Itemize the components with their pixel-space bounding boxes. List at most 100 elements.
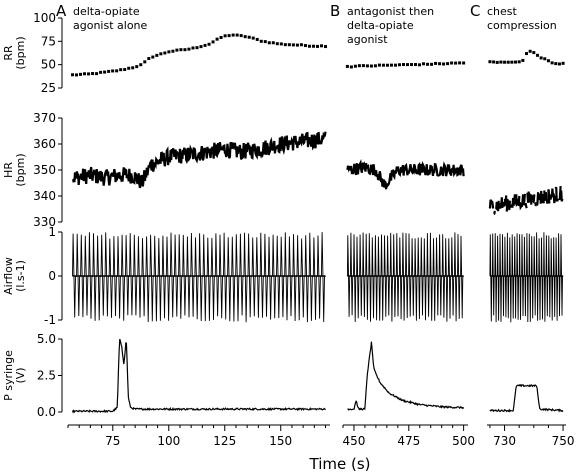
y-tick-label-hr: 360 <box>33 137 56 151</box>
rr-point <box>410 63 414 67</box>
x-tick-label-B: 450 <box>343 434 366 448</box>
y-tick-label-airflow: -1 <box>44 313 56 327</box>
rr-point <box>299 43 303 47</box>
rr-point <box>143 60 147 64</box>
rr-point <box>211 40 215 44</box>
y-axis-label-airflow: Airflow(l.s-1) <box>2 257 27 295</box>
rr-point <box>521 58 525 62</box>
y-tick-label-hr: 340 <box>33 189 56 203</box>
rr-point <box>546 59 550 63</box>
rr-point <box>199 45 203 49</box>
rr-point <box>353 64 357 68</box>
rr-point <box>111 69 115 73</box>
y-axis-label-line: (l.s-1) <box>14 260 27 292</box>
rr-point <box>503 60 507 64</box>
rr-point <box>462 61 466 65</box>
rr-point <box>307 44 311 48</box>
rr-point <box>119 68 123 72</box>
rr-point <box>442 62 446 66</box>
rr-point <box>506 60 510 64</box>
x-tick-label-A: 75 <box>105 434 120 448</box>
panel-title-a-line-1: delta-opiate <box>73 5 140 18</box>
panel-title-c-line-2: compression <box>487 19 557 32</box>
y-tick-label-psyr: 5.0 <box>37 332 56 346</box>
y-axis-label-line: HR <box>2 162 15 178</box>
x-tick-label-A: 125 <box>213 434 236 448</box>
rr-point <box>155 53 159 57</box>
rr-point <box>235 33 239 37</box>
panel-letter-a: A <box>56 2 67 20</box>
panel-letter-b: B <box>330 2 340 20</box>
rr-point <box>191 46 195 50</box>
rr-point <box>426 62 430 66</box>
rr-point <box>223 34 227 38</box>
rr-point <box>315 44 319 48</box>
rr-point <box>163 51 167 55</box>
rr-point <box>377 63 381 67</box>
rr-point <box>227 34 231 38</box>
rr-point <box>381 63 385 67</box>
y-axis-label-line: (V) <box>14 367 27 383</box>
rr-point <box>373 64 377 68</box>
hr-trace-C <box>488 186 564 215</box>
rr-point <box>287 43 291 47</box>
rr-point <box>365 64 369 68</box>
rr-point <box>275 42 279 46</box>
rr-point <box>215 37 219 41</box>
rr-point <box>438 62 442 66</box>
rr-point <box>535 53 539 57</box>
y-tick-label-psyr: 2.5 <box>37 369 56 383</box>
rr-point <box>434 61 438 65</box>
rr-point <box>369 64 373 68</box>
rr-point <box>139 63 143 67</box>
rr-point <box>74 73 78 77</box>
rr-point <box>499 60 503 64</box>
y-tick-label-hr: 330 <box>33 215 56 229</box>
y-axis-label-rr: RR(bpm) <box>2 36 27 69</box>
x-tick-label-A: 150 <box>269 434 292 448</box>
rr-point <box>91 72 95 76</box>
rr-point <box>70 73 74 77</box>
rr-point <box>231 33 235 37</box>
rr-point <box>259 39 263 43</box>
rr-point <box>283 43 287 47</box>
rr-point <box>525 52 528 56</box>
y-tick-label-rr: 50 <box>41 58 56 72</box>
rr-trace-A <box>70 33 328 77</box>
rr-point <box>320 44 324 48</box>
rr-point <box>255 37 259 41</box>
y-tick-label-airflow: 1 <box>48 225 56 239</box>
rr-point <box>414 63 418 67</box>
rr-point <box>389 63 393 67</box>
rr-point <box>349 65 353 69</box>
rr-point <box>159 52 163 56</box>
rr-point <box>401 63 405 67</box>
rr-point <box>103 70 107 74</box>
rr-point <box>247 35 251 39</box>
y-tick-label-hr: 350 <box>33 163 56 177</box>
y-tick-label-rr: 100 <box>33 11 56 25</box>
y-axis-label-psyr: P syringe(V) <box>2 350 27 401</box>
y-axis-label-line: (bpm) <box>14 153 27 186</box>
rr-point <box>495 60 499 64</box>
airflow-trace-C <box>489 232 564 323</box>
rr-point <box>492 60 496 64</box>
rr-point <box>175 48 179 52</box>
rr-point <box>393 63 397 67</box>
rr-point <box>239 34 243 38</box>
rr-point <box>83 72 87 76</box>
rr-point <box>271 41 275 45</box>
rr-point <box>79 72 83 76</box>
rr-point <box>95 72 99 76</box>
rr-point <box>183 48 187 52</box>
rr-point <box>135 65 139 69</box>
psyringe-trace-A <box>71 338 326 414</box>
rr-point <box>554 62 558 66</box>
rr-point <box>528 49 532 53</box>
y-axis-label-line: RR <box>2 45 15 61</box>
rr-point <box>303 44 307 48</box>
rr-point <box>171 49 175 53</box>
rr-point <box>263 40 267 44</box>
rr-point <box>532 51 536 55</box>
